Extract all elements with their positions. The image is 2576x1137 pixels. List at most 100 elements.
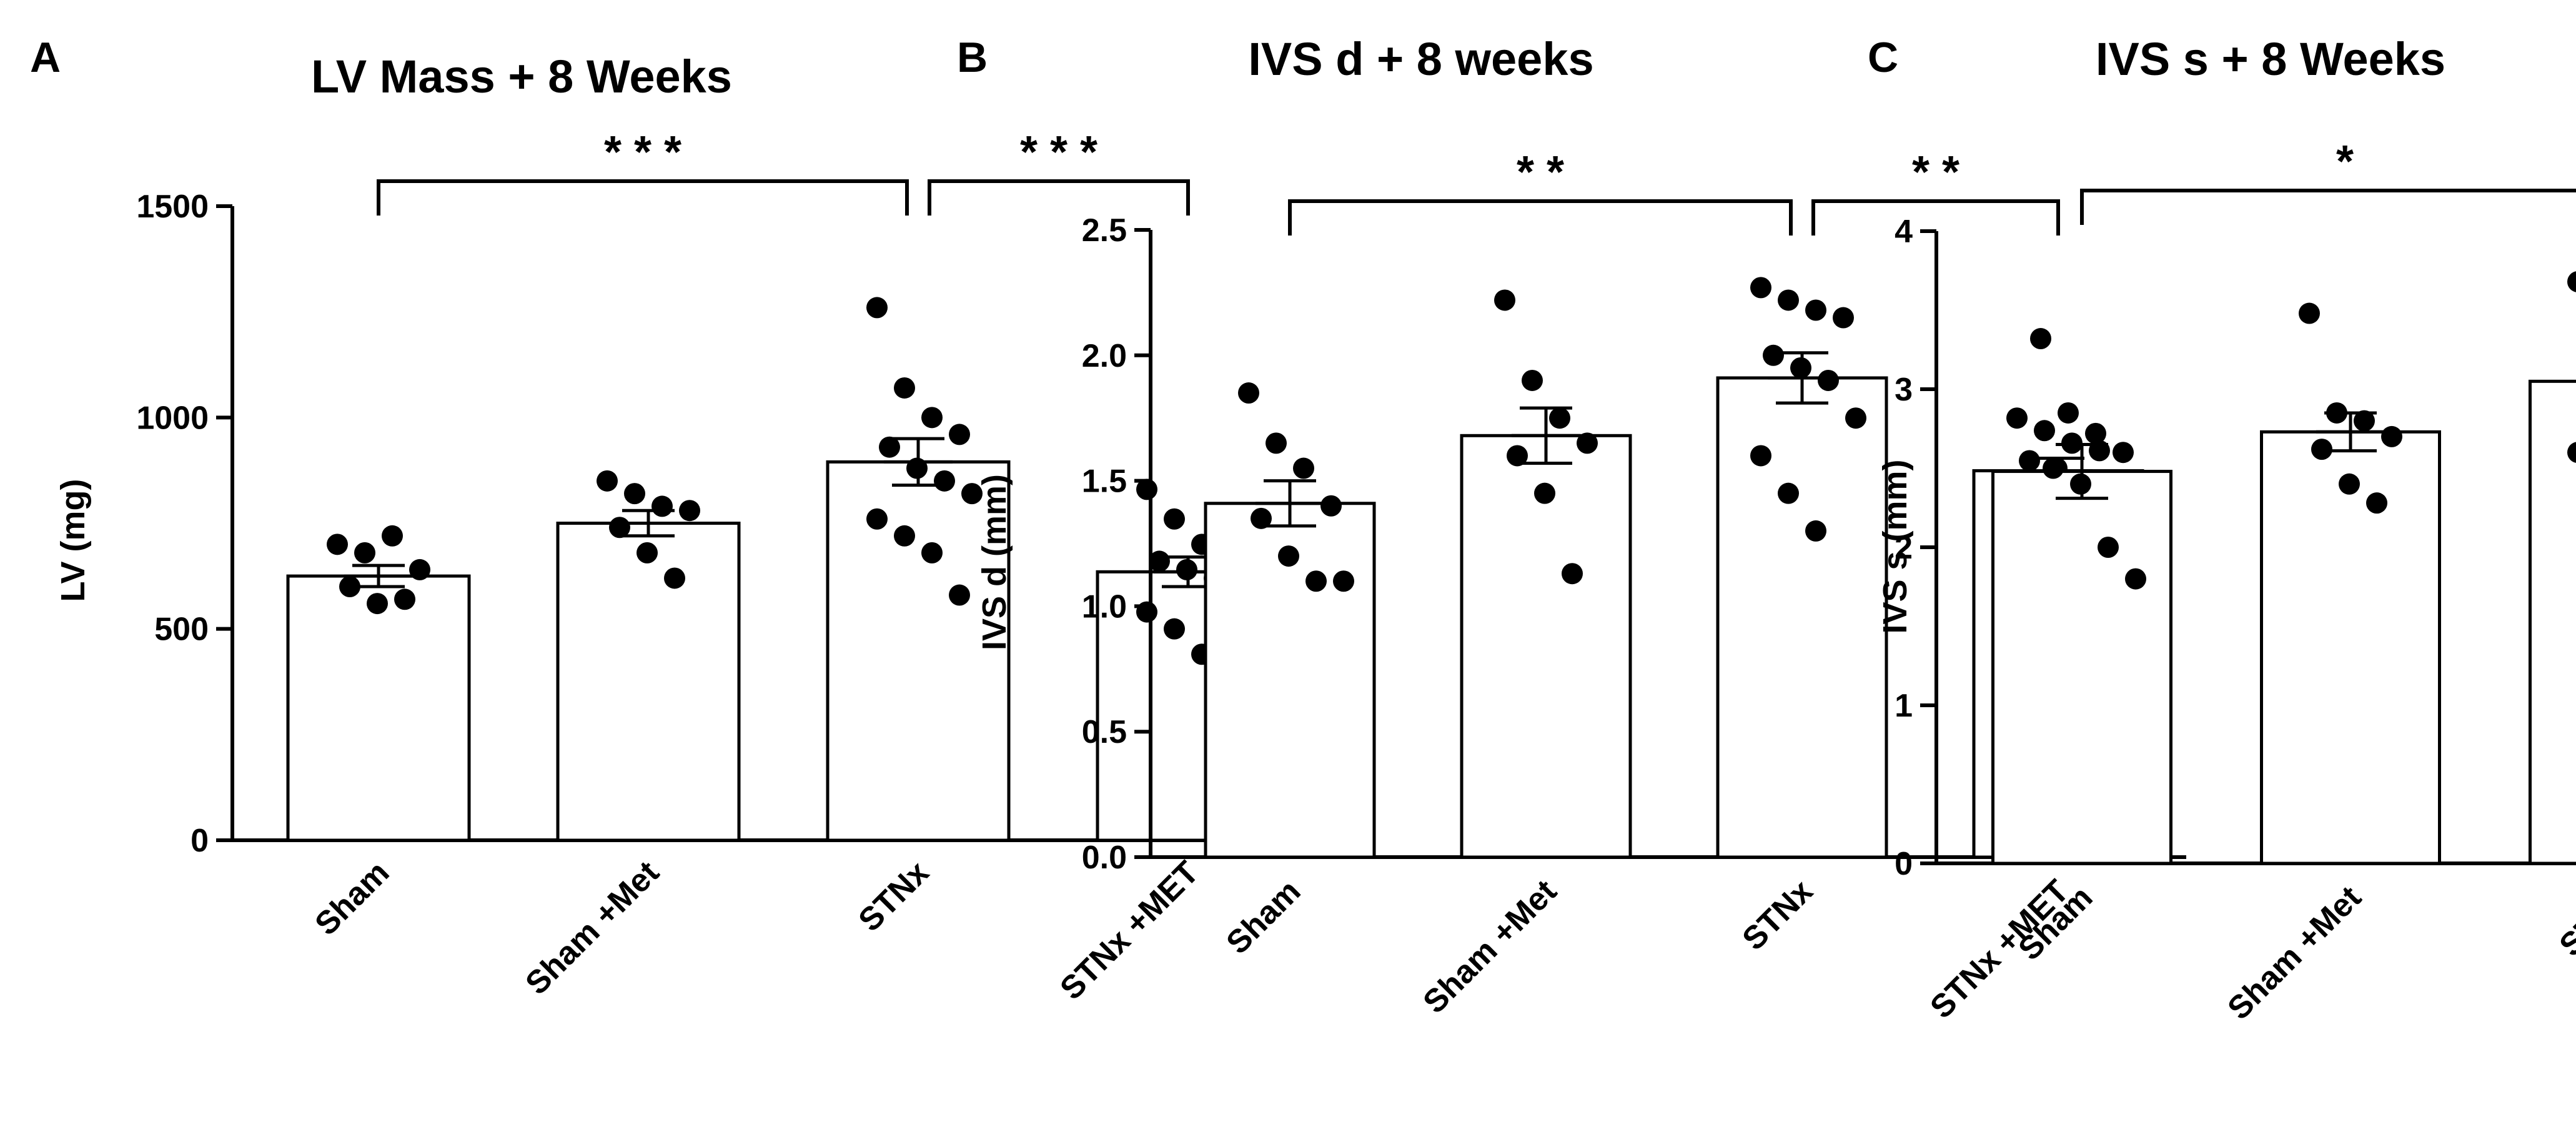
data-point (1320, 495, 1342, 517)
data-point (1750, 277, 1771, 299)
data-point (1278, 545, 1299, 567)
y-tick-label: 1 (1895, 688, 1913, 724)
x-tick-label: Sham +Met (518, 854, 666, 1001)
panel-a-plot: 0 500 1000 1500 * * * * * * Sham Sham +Met STNx S… (136, 127, 1323, 1007)
data-point (1763, 344, 1784, 366)
data-point (664, 567, 685, 589)
panel-b-y-axis-label: IVS d (mm) (976, 474, 1013, 650)
data-point (2085, 422, 2106, 444)
data-point (2043, 457, 2064, 479)
data-point (1778, 289, 1799, 311)
significance-label: * * * (1020, 127, 1097, 177)
data-point (327, 534, 348, 555)
panel-a-title: LV Mass + 8 Weeks (311, 51, 732, 102)
y-tick-label: 2.0 (1082, 338, 1127, 374)
data-point (1251, 507, 1272, 529)
data-point (934, 470, 955, 492)
x-tick-label: Sham +Met (1416, 873, 1563, 1020)
data-point (949, 424, 970, 445)
significance-bracket (1811, 199, 2060, 236)
data-point (1507, 445, 1528, 467)
y-tick-label: 4 (1895, 214, 1913, 250)
data-point (367, 593, 388, 615)
data-point (1845, 407, 1866, 429)
y-tick-label: 0.5 (1082, 714, 1127, 750)
panel-a-y-axis-label: LV (mg) (54, 479, 92, 602)
data-point (1805, 299, 1826, 321)
y-tick-label: 1500 (136, 189, 209, 225)
data-point (2125, 568, 2146, 590)
y-tick-label: 0 (1895, 846, 1913, 882)
data-point (2030, 328, 2051, 350)
data-point (921, 542, 943, 564)
data-point (637, 542, 658, 564)
significance-label: * * (1517, 147, 1564, 197)
data-point (1562, 563, 1583, 585)
data-point (382, 525, 403, 547)
bar (556, 522, 741, 842)
panel-c-title: IVS s + 8 Weeks (2096, 33, 2445, 85)
panel-c-letter: C (1868, 34, 1898, 81)
y-tick-label: 500 (154, 612, 209, 648)
data-point (1293, 457, 1314, 479)
bar (826, 460, 1011, 842)
x-tick-label: Sham (1219, 873, 1307, 961)
significance-label: * * (1912, 147, 1959, 197)
x-tick-label: STNx (2552, 879, 2576, 963)
data-point (394, 588, 415, 610)
data-point (1805, 520, 1826, 542)
data-point (2354, 410, 2375, 432)
data-point (1577, 432, 1598, 454)
data-point (651, 495, 673, 517)
data-point (1778, 482, 1799, 504)
significance-bracket (2080, 189, 2576, 225)
data-point (409, 559, 430, 580)
data-point (1305, 570, 1327, 592)
data-point (1164, 508, 1185, 530)
data-point (2098, 537, 2119, 558)
y-tick-label: 2.5 (1082, 212, 1127, 249)
data-point (1164, 618, 1185, 640)
panel-c: C IVS s + 8 Weeks IVS s (mm) 0 1 2 3 4 * * * Sh… (1868, 33, 2576, 1027)
data-point (2058, 402, 2079, 424)
x-tick-label: Sham (308, 854, 396, 942)
data-point (2034, 420, 2055, 442)
data-point (624, 483, 645, 505)
data-point (2366, 492, 2387, 514)
data-point (2113, 442, 2134, 464)
data-point (1333, 570, 1354, 592)
bar (1460, 434, 1632, 859)
y-tick-label: 1.5 (1082, 464, 1127, 500)
data-point (961, 483, 983, 505)
data-point (1818, 369, 1839, 391)
x-tick-label: Sham +Met (2221, 879, 2368, 1026)
x-tick-label: STNx (851, 854, 936, 938)
data-point (597, 470, 618, 492)
data-point (894, 525, 915, 547)
significance-bracket (928, 179, 1190, 216)
data-point (1494, 289, 1515, 311)
data-point (1266, 432, 1287, 454)
data-point (894, 377, 915, 399)
panel-b-title: IVS d + 8 weeks (1248, 33, 1593, 85)
bar (2529, 379, 2576, 865)
y-tick-label: 0.0 (1082, 840, 1127, 876)
data-point (2339, 473, 2360, 495)
x-tick-label: STNx +MET (1053, 854, 1206, 1006)
bar (1716, 376, 1888, 859)
y-tick-label: 2 (1895, 530, 1913, 566)
data-point (921, 407, 943, 429)
panel-a-letter: A (30, 34, 61, 81)
bar (1991, 470, 2172, 865)
panel-c-y-axis-label: IVS s (mm) (1876, 459, 1914, 633)
data-point (879, 436, 900, 458)
panel-a: A LV Mass + 8 Weeks LV (mg) 0 500 1000 1500… (30, 34, 1323, 1007)
significance-bracket (377, 179, 909, 216)
x-tick-label: STNx (1735, 873, 1820, 957)
data-point (1750, 445, 1771, 467)
data-point (339, 576, 360, 597)
significance-label: * * * (604, 127, 681, 177)
data-point (1549, 407, 1570, 429)
